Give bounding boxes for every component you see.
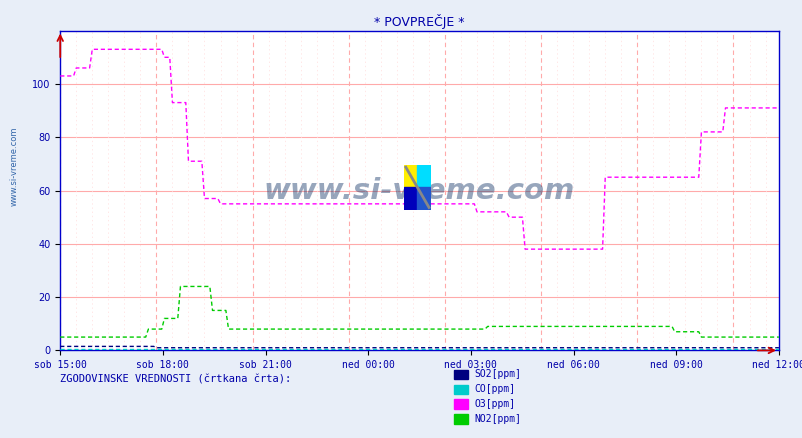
Text: www.si-vreme.com: www.si-vreme.com — [264, 177, 574, 205]
Bar — [417, 187, 431, 210]
Text: SO2[ppm]: SO2[ppm] — [474, 370, 521, 379]
Bar — [403, 165, 417, 187]
Title: * POVPREČJE *: * POVPREČJE * — [374, 14, 464, 29]
Bar — [417, 165, 431, 187]
Text: CO[ppm]: CO[ppm] — [474, 385, 515, 394]
Text: NO2[ppm]: NO2[ppm] — [474, 414, 521, 424]
Text: O3[ppm]: O3[ppm] — [474, 399, 515, 409]
Text: www.si-vreme.com: www.si-vreme.com — [10, 127, 19, 206]
Bar — [403, 187, 417, 210]
Text: ZGODOVINSKE VREDNOSTI (črtkana črta):: ZGODOVINSKE VREDNOSTI (črtkana črta): — [60, 374, 291, 385]
